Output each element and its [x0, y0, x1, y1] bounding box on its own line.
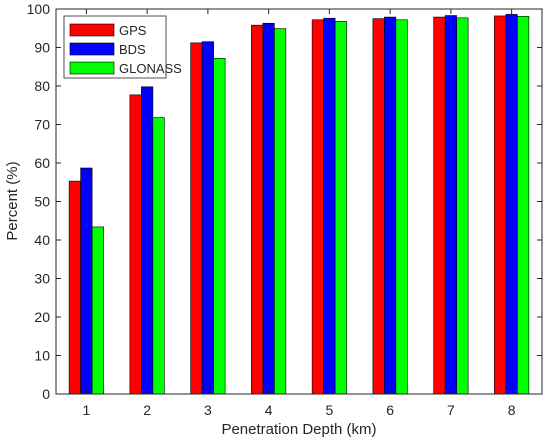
bar-bds-5	[323, 17, 336, 395]
bar-glonass-1	[91, 226, 104, 395]
legend-label-gps: GPS	[119, 23, 147, 38]
bar-glonass-6	[395, 19, 408, 395]
y-tick-label: 70	[34, 117, 50, 133]
bar-bds-3	[201, 41, 214, 395]
x-tick-label: 3	[204, 402, 212, 418]
x-tick-label: 8	[508, 402, 516, 418]
bar-glonass-4	[274, 28, 287, 395]
y-tick-label: 10	[34, 348, 50, 364]
legend: GPS BDS GLONASS	[63, 15, 182, 79]
bar-glonass-2	[152, 117, 165, 395]
bar-gps-3	[190, 42, 203, 395]
bar-glonass-5	[334, 21, 347, 395]
y-tick-label: 40	[34, 232, 50, 248]
x-tick-label: 2	[143, 402, 151, 418]
bar-bds-8	[505, 14, 518, 395]
x-tick-label: 1	[82, 402, 90, 418]
y-tick-label: 100	[27, 1, 51, 17]
y-axis-title: Percent (%)	[4, 161, 21, 240]
x-tick-label: 7	[447, 402, 455, 418]
bar-bds-1	[80, 167, 93, 395]
y-tick-label: 90	[34, 40, 50, 56]
bar-gps-4	[251, 24, 264, 395]
x-axis-ticks: 1 2 3 4 5 6 7 8	[82, 9, 516, 418]
bar-bds-4	[262, 22, 275, 395]
x-tick-label: 5	[325, 402, 333, 418]
bar-gps-5	[311, 19, 324, 395]
bar-bds-7	[444, 15, 457, 395]
x-tick-label: 6	[386, 402, 394, 418]
bar-bds-6	[384, 16, 397, 395]
legend-swatch-bds	[69, 42, 115, 56]
legend-swatch-gps	[69, 23, 115, 37]
bar-gps-2	[129, 94, 142, 395]
bar-gps-8	[494, 15, 507, 395]
y-tick-label: 0	[42, 386, 50, 402]
x-tick-label: 4	[265, 402, 273, 418]
legend-label-bds: BDS	[119, 42, 146, 57]
y-tick-label: 50	[34, 194, 50, 210]
bar-gps-1	[68, 180, 81, 395]
x-axis-title: Penetration Depth (km)	[221, 421, 376, 438]
legend-swatch-glonass	[69, 61, 115, 75]
bar-gps-7	[433, 16, 446, 395]
y-tick-label: 80	[34, 78, 50, 94]
bar-gps-6	[372, 18, 385, 395]
y-tick-label: 60	[34, 155, 50, 171]
bar-bds-2	[141, 86, 154, 395]
y-tick-label: 30	[34, 271, 50, 287]
axes-box	[55, 8, 543, 395]
legend-label-glonass: GLONASS	[119, 61, 182, 76]
y-axis-ticks: 0 10 20 30 40 50 60 70 80 90 100	[27, 1, 542, 402]
y-tick-label: 20	[34, 309, 50, 325]
bar-glonass-8	[517, 16, 530, 395]
bar-glonass-7	[456, 17, 469, 395]
bar-glonass-3	[213, 57, 226, 395]
